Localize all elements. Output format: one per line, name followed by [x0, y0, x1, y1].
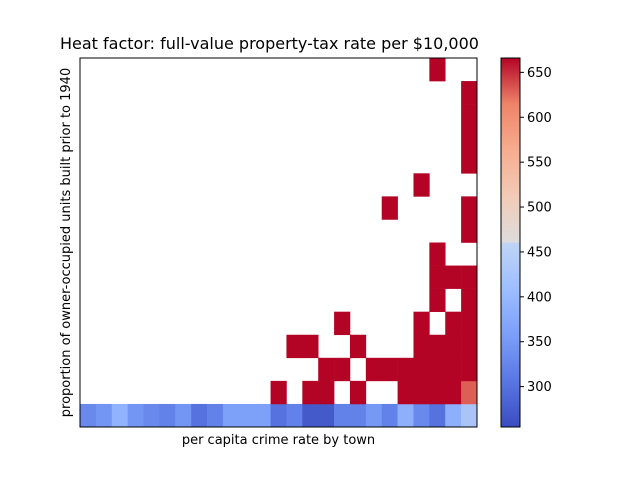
heatmap-cell	[429, 380, 446, 405]
colorbar-tick-label: 300	[527, 380, 552, 395]
heatmap-cell	[461, 150, 478, 174]
heatmap-cell	[461, 219, 478, 243]
y-axis-label: proportion of owner-occupied units built…	[59, 68, 74, 417]
heatmap-cell	[270, 380, 287, 405]
heatmap-cell	[429, 58, 446, 82]
heatmap-cell	[207, 403, 224, 428]
heatmap-cell	[413, 380, 430, 405]
heatmap-cell	[445, 403, 462, 428]
heatmap-cell	[159, 403, 176, 428]
heatmap-cell	[429, 288, 446, 312]
heatmap-cell	[95, 403, 113, 428]
heatmap-cell	[238, 403, 255, 428]
colorbar-tick-label: 400	[527, 290, 552, 305]
heatmap-cell	[318, 380, 335, 405]
heatmap-cell	[461, 334, 478, 359]
heatmap-cell	[302, 380, 319, 405]
heatmap-cell	[461, 104, 478, 128]
heatmap-cells	[80, 58, 478, 428]
heatmap-cell	[445, 380, 462, 405]
heatmap-cell	[413, 311, 430, 336]
heatmap-cell	[445, 265, 462, 289]
heatmap-cell	[334, 311, 351, 336]
heatmap-cell	[349, 334, 367, 359]
heatmap-cell	[318, 357, 335, 382]
heatmap-cell	[381, 196, 398, 220]
heatmap-cell	[286, 403, 303, 428]
heatmap-cell	[143, 403, 160, 428]
heatmap-cell	[445, 334, 462, 359]
chart-title: Heat factor: full-value property-tax rat…	[60, 34, 479, 53]
colorbar-tick-label: 450	[527, 245, 552, 260]
heatmap-cell	[381, 357, 398, 382]
heatmap-cell	[127, 403, 144, 428]
colorbar-tick-label: 550	[527, 156, 552, 171]
heatmap-cell	[445, 311, 462, 336]
heatmap-cell	[286, 334, 303, 359]
heatmap-cell	[80, 403, 97, 428]
heatmap-cell	[254, 403, 271, 428]
heatmap-cell	[318, 403, 335, 428]
x-axis-label: per capita crime rate by town	[182, 433, 375, 448]
heatmap-cell	[381, 403, 398, 428]
heatmap-cell	[111, 403, 128, 428]
heatmap-cell	[461, 81, 478, 105]
plot-frame	[79, 57, 478, 428]
heatmap-cell	[191, 403, 208, 428]
heatmap-cell	[270, 403, 287, 428]
heatmap-cell	[222, 403, 240, 428]
heatmap-cell	[365, 403, 383, 428]
heatmap-cell	[429, 403, 446, 428]
heatmap-cell	[413, 357, 430, 382]
heatmap-cell	[445, 357, 462, 382]
heatmap-cell	[429, 265, 446, 289]
colorbar-ticks: 300 350 400 450 500 550 600 650	[520, 66, 552, 395]
heatmap-cell	[461, 288, 478, 312]
heatmap-cell	[334, 357, 351, 382]
heatmap-cell	[175, 403, 192, 428]
heatmap-cell	[413, 173, 430, 197]
colorbar-tick-label: 650	[527, 66, 552, 81]
colorbar-tick-label: 500	[527, 201, 552, 216]
heatmap-cell	[349, 380, 367, 405]
heatmap-cell	[397, 403, 414, 428]
heatmap-cell	[302, 334, 319, 359]
colorbar	[500, 57, 521, 428]
heatmap-cell	[461, 265, 478, 289]
heatmap-cell	[302, 403, 319, 428]
heatmap-cell	[461, 380, 478, 405]
heatmap-cell	[461, 357, 478, 382]
heatmap-cell	[429, 357, 446, 382]
heatmap-cell	[349, 403, 367, 428]
heatmap-cell	[334, 403, 351, 428]
colorbar-tick-label: 600	[527, 111, 552, 126]
colorbar-tick-label: 350	[527, 335, 552, 350]
heatmap-cell	[397, 357, 414, 382]
heatmap-cell	[413, 403, 430, 428]
heatmap-cell	[365, 357, 383, 382]
heatmap-cell	[429, 334, 446, 359]
heatmap-cell	[397, 380, 414, 405]
heatmap-cell	[461, 403, 478, 428]
heatmap-cell	[461, 127, 478, 151]
heatmap-cell	[461, 196, 478, 220]
heatmap-cell	[461, 311, 478, 336]
heatmap-cell	[429, 242, 446, 266]
heatmap-cell	[413, 334, 430, 359]
